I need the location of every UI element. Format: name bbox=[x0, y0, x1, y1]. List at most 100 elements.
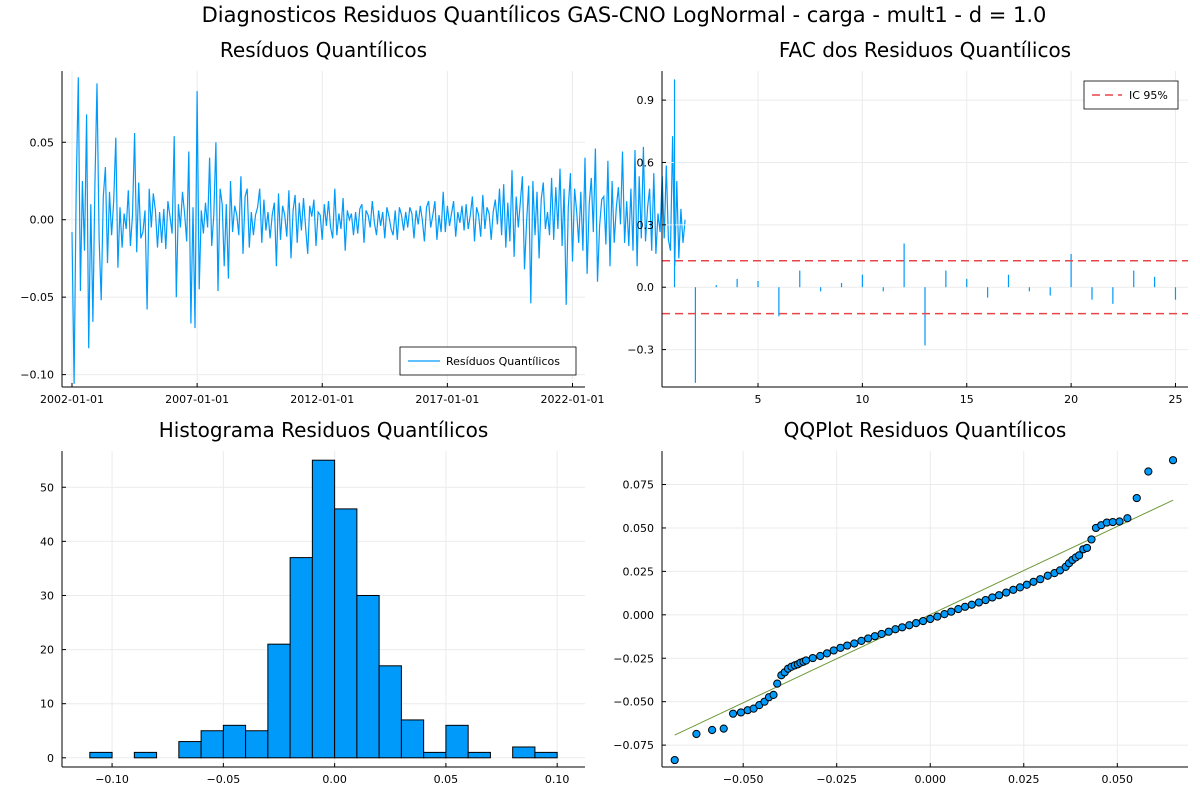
histogram-bar bbox=[133, 751, 158, 759]
x-tick-label: 0.00 bbox=[322, 773, 347, 786]
qq-point bbox=[850, 639, 859, 648]
x-tick-label: 10 bbox=[855, 393, 869, 406]
x-tick-label: 2007-01-01 bbox=[165, 393, 229, 406]
qq-point bbox=[1087, 535, 1096, 544]
qq-point bbox=[988, 593, 997, 602]
series-line-residuos bbox=[71, 77, 686, 384]
qq-point bbox=[926, 614, 935, 624]
histogram-bar bbox=[445, 724, 469, 759]
residuals-line-chart: Resíduos Quantílicos 2002-01-01 2007-01-01… bbox=[20, 38, 686, 406]
x-tick-label: 25 bbox=[1168, 393, 1182, 406]
qq-point bbox=[1168, 456, 1178, 465]
x-tick-label: 2017-01-01 bbox=[415, 393, 479, 406]
qq-point bbox=[808, 653, 817, 663]
y-tick-label: −0.10 bbox=[20, 369, 54, 382]
chart-title: Resíduos Quantílicos bbox=[220, 38, 427, 62]
y-tick-label: 0.0 bbox=[637, 281, 655, 294]
histogram-bar bbox=[356, 594, 380, 759]
y-tick-label: 0.00 bbox=[30, 214, 55, 227]
histogram-bar bbox=[378, 665, 402, 759]
y-tick-label: 0 bbox=[47, 752, 54, 765]
qq-point bbox=[670, 755, 679, 765]
y-tick-label: −0.075 bbox=[613, 739, 654, 752]
qq-point bbox=[708, 725, 717, 735]
histogram-bar bbox=[467, 751, 491, 759]
chart-title: QQPlot Residuos Quantílicos bbox=[784, 418, 1067, 442]
x-tick-label: −0.025 bbox=[816, 773, 857, 786]
x-tick-label: 15 bbox=[960, 393, 974, 406]
x-tick-label: −0.10 bbox=[95, 773, 129, 786]
x-tick-label: 2022-01-01 bbox=[541, 393, 605, 406]
histogram-bar bbox=[178, 741, 202, 759]
qq-point bbox=[974, 598, 983, 607]
qq-point bbox=[692, 729, 701, 739]
histogram-bar bbox=[512, 746, 536, 759]
qq-point bbox=[836, 643, 845, 652]
qq-point bbox=[911, 619, 921, 628]
y-tick-label: 0.000 bbox=[623, 609, 655, 622]
y-tick-label: 0.3 bbox=[637, 219, 655, 232]
y-tick-label: 20 bbox=[40, 644, 54, 657]
qqplot-chart: QQPlot Residuos Quantílicos −0.050 −0.025 0… bbox=[613, 418, 1188, 786]
histogram-bar bbox=[423, 751, 447, 759]
qq-point bbox=[1009, 585, 1018, 594]
qq-point bbox=[877, 629, 886, 639]
qq-point bbox=[1144, 467, 1153, 476]
chart-title: Histograma Residuos Quantílicos bbox=[159, 418, 489, 442]
x-tick-label: 2002-01-01 bbox=[40, 393, 104, 406]
histogram-bar bbox=[222, 724, 247, 759]
qq-point bbox=[933, 612, 942, 621]
qq-point bbox=[884, 627, 893, 636]
y-tick-label: −0.05 bbox=[20, 291, 54, 304]
y-tick-label: 30 bbox=[40, 589, 54, 602]
acf-chart: FAC dos Residuos Quantílicos 5 10 15 20 25 0.9… bbox=[627, 38, 1188, 406]
qq-point bbox=[947, 607, 956, 616]
x-tick-label: 5 bbox=[755, 393, 762, 406]
histogram-bar bbox=[534, 751, 558, 759]
qq-point bbox=[891, 625, 900, 634]
qq-point bbox=[829, 646, 838, 655]
qq-point bbox=[870, 632, 879, 641]
x-tick-label: 0.050 bbox=[1102, 773, 1134, 786]
qq-point bbox=[728, 709, 738, 718]
qq-point bbox=[1132, 493, 1141, 503]
x-tick-label: 0.10 bbox=[545, 773, 570, 786]
figure-suptitle: Diagnosticos Residuos Quantílicos GAS-CN… bbox=[202, 3, 1047, 27]
qq-point bbox=[1123, 514, 1132, 523]
y-tick-label: 0.6 bbox=[637, 156, 655, 169]
x-tick-label: −0.05 bbox=[206, 773, 240, 786]
histogram-bar bbox=[311, 459, 336, 759]
x-tick-label: 0.000 bbox=[914, 773, 946, 786]
qq-point bbox=[1108, 517, 1117, 527]
qq-point bbox=[981, 595, 990, 605]
x-tick-label: 20 bbox=[1064, 393, 1078, 406]
x-tick-label: 0.025 bbox=[1008, 773, 1040, 786]
legend-label: IC 95% bbox=[1129, 89, 1168, 102]
histogram-bar bbox=[89, 751, 113, 759]
qq-point bbox=[994, 591, 1004, 600]
histogram-bar bbox=[400, 719, 425, 759]
qq-point bbox=[1002, 588, 1011, 597]
qq-point bbox=[1036, 575, 1045, 584]
x-tick-label: 2012-01-01 bbox=[290, 393, 354, 406]
qq-point bbox=[843, 641, 852, 650]
histogram-bar bbox=[267, 643, 291, 759]
qq-point bbox=[954, 604, 963, 614]
y-tick-label: 0.9 bbox=[637, 94, 655, 107]
legend-label: Resíduos Quantílicos bbox=[446, 355, 560, 368]
histogram-bar bbox=[289, 557, 313, 759]
qq-point bbox=[816, 651, 825, 661]
qq-point bbox=[1015, 583, 1025, 592]
qq-point bbox=[1022, 580, 1031, 589]
y-tick-label: 40 bbox=[40, 535, 54, 548]
qq-point bbox=[1075, 551, 1084, 560]
y-tick-label: 10 bbox=[40, 698, 54, 711]
histogram-chart: Histograma Residuos Quantílicos −0.10 −0.0… bbox=[40, 418, 585, 786]
chart-title: FAC dos Residuos Quantílicos bbox=[779, 38, 1071, 62]
legend-box bbox=[399, 346, 577, 376]
qq-point bbox=[822, 649, 832, 658]
y-tick-label: 0.075 bbox=[623, 479, 655, 492]
qq-point bbox=[801, 656, 811, 665]
